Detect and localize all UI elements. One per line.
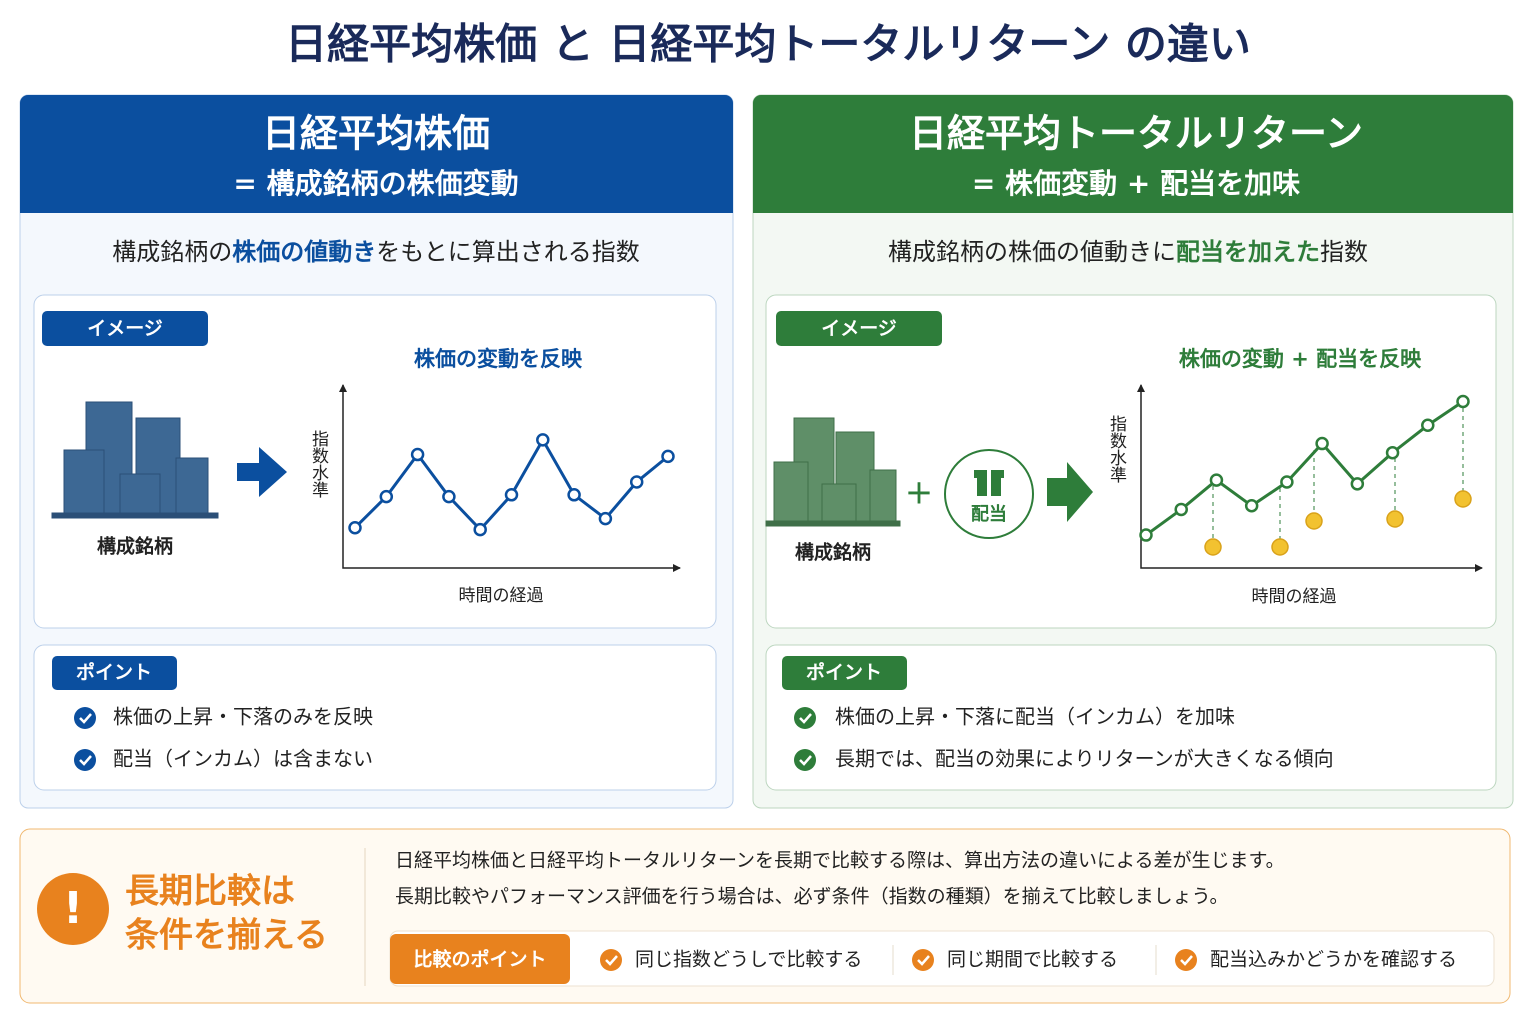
title: 日経平均株価 と 日経平均トータルリターン の違い — [285, 20, 1251, 69]
text: 指数 — [1320, 238, 1368, 266]
point — [661, 449, 675, 464]
point-text: 株価の上昇・下落のみを反映 — [113, 705, 373, 729]
check-icon — [794, 707, 816, 729]
point — [1456, 394, 1470, 409]
compare-point: 配当込みかどうかを確認する — [1210, 949, 1457, 971]
point — [1421, 418, 1435, 433]
alert-icon — [37, 873, 109, 945]
point — [567, 488, 581, 502]
point — [1174, 502, 1188, 517]
point — [1350, 477, 1365, 491]
note-heading: 長期比較は — [125, 872, 295, 912]
points-box — [765, 644, 1497, 791]
check-mark — [1180, 955, 1193, 966]
chart-title: 株価の変動 + 配当を反映 — [1179, 347, 1422, 371]
building-label: 構成銘柄 — [795, 541, 871, 564]
point-text: 株価の上昇・下落に配当（インカム）を加味 — [835, 705, 1235, 729]
check-icon — [912, 949, 934, 971]
point — [442, 489, 456, 504]
building-label: 構成銘柄 — [97, 535, 173, 558]
arrow — [1047, 462, 1093, 522]
arrow — [237, 447, 287, 497]
point — [1280, 475, 1294, 489]
check-icon — [74, 749, 96, 771]
axes — [1140, 385, 1482, 569]
dividend-label: 配当 — [971, 503, 1007, 525]
point — [504, 488, 519, 502]
points-label: ポイント — [806, 661, 882, 684]
y-axis-label: 指数水準 — [308, 430, 329, 498]
point — [473, 522, 487, 537]
description: 構成銘柄の株価の値動きに配当を加えた指数 — [888, 238, 1368, 266]
note-body: 長期比較やパフォーマンス評価を行う場合は、必ず条件（指数の種類）を揃えて比較しま… — [395, 886, 1229, 908]
point — [1139, 528, 1153, 542]
image-label: イメージ — [821, 318, 897, 340]
x-axis-label: 時間の経過 — [459, 586, 544, 606]
header-subtitle: = 株価変動 + 配当を加味 — [972, 167, 1300, 200]
panel-header — [20, 95, 733, 213]
point — [629, 475, 644, 489]
header-title: 日経平均トータルリターン — [909, 112, 1363, 156]
text: をもとに算出される指数 — [376, 238, 640, 266]
plus: + — [905, 473, 934, 513]
point-text: 長期では、配当の効果によりリターンが大きくなる傾向 — [835, 747, 1334, 771]
highlight: 配当を加えた — [1176, 238, 1320, 266]
check-mark — [799, 713, 812, 724]
point — [348, 520, 362, 535]
label-pill — [52, 656, 177, 690]
check-mark — [799, 755, 812, 766]
check-icon — [600, 949, 622, 971]
compare-point: 同じ指数どうしで比較する — [635, 949, 862, 971]
point-text: 配当（インカム）は含まない — [113, 747, 373, 771]
panel-header — [753, 95, 1513, 213]
point — [1315, 436, 1329, 451]
check-icon — [74, 707, 96, 729]
highlight: 株価の値動き — [232, 238, 376, 266]
x-axis-label: 時間の経過 — [1252, 587, 1337, 607]
check-mark — [917, 955, 930, 966]
points-label: ポイント — [76, 661, 152, 684]
compare-label: 比較のポイント — [413, 948, 546, 971]
point — [598, 511, 613, 526]
check-icon — [794, 749, 816, 771]
text: 構成銘柄の — [112, 238, 232, 266]
chart-title: 株価の変動を反映 — [414, 347, 583, 371]
label-pill — [390, 934, 570, 984]
header-title: 日経平均株価 — [262, 112, 490, 156]
y-axis-label: 指数水準 — [1106, 415, 1127, 483]
check-mark — [605, 955, 618, 966]
axes — [342, 385, 680, 569]
check-mark — [79, 755, 92, 766]
check-icon — [1175, 949, 1197, 971]
alert-mark: ! — [63, 883, 83, 934]
text: 構成銘柄の株価の値動きに — [888, 238, 1176, 266]
point — [1244, 499, 1259, 513]
buildings-icon — [765, 417, 901, 527]
image-label: イメージ — [87, 318, 163, 340]
point — [1209, 473, 1224, 487]
description: 構成銘柄の株価の値動きをもとに算出される指数 — [112, 238, 640, 266]
point — [379, 489, 394, 504]
compare-point: 同じ期間で比較する — [947, 949, 1118, 971]
point — [536, 433, 550, 447]
label-pill — [42, 311, 208, 346]
header-subtitle: = 構成銘柄の株価変動 — [233, 167, 518, 200]
note-body: 日経平均株価と日経平均トータルリターンを長期で比較する際は、算出方法の違いによる… — [395, 850, 1285, 872]
gift-icon — [974, 468, 1004, 496]
buildings-icon — [51, 401, 219, 519]
points-box — [33, 644, 717, 791]
point — [410, 447, 425, 462]
note-heading: 条件を揃える — [125, 916, 328, 956]
point — [1385, 445, 1400, 460]
label-pill — [782, 656, 907, 690]
coins — [1204, 490, 1472, 556]
image-box — [765, 294, 1497, 629]
check-mark — [79, 713, 92, 724]
image-box — [33, 294, 717, 629]
dividend-links — [1212, 408, 1464, 540]
label-pill — [776, 311, 942, 346]
line — [1145, 400, 1464, 537]
